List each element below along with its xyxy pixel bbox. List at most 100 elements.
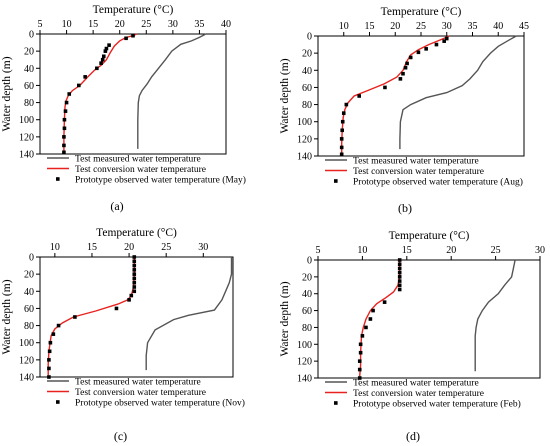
y-tick-label: 0 (307, 256, 312, 267)
y-tick-label: 40 (24, 287, 34, 298)
x-axis-label: Temperature (°C) (381, 6, 462, 18)
measured-temperature-line (474, 259, 516, 372)
observed-temperature-point (397, 283, 402, 288)
x-tick-label: 40 (493, 21, 503, 32)
observed-temperature-point (47, 349, 52, 354)
x-tick-label: 20 (390, 21, 400, 32)
plot-frame (39, 256, 234, 378)
conversion-temperature-line (63, 33, 137, 153)
observed-temperature-point (358, 342, 363, 347)
observed-temperature-point (132, 285, 137, 289)
x-tick-label: 40 (221, 19, 231, 30)
legend-label: Prototype observed water temperature (No… (75, 398, 245, 409)
observed-temperature-point (132, 289, 137, 294)
observed-temperature-point (47, 358, 51, 362)
observed-temperature-point (340, 119, 345, 124)
chart-panel-b: 10 15 20 25 30 35 40 45 Temperature (°C) 0 20 40 60 8… (279, 6, 529, 215)
observed-temperature-point (403, 65, 408, 70)
observed-temperature-point (47, 375, 51, 379)
observed-temperature-point (382, 300, 387, 304)
observed-temperature-point (444, 36, 449, 41)
y-axis-label: Water depth (m) (1, 279, 13, 354)
legend-swatch (56, 177, 60, 181)
legend-label: Test conversion water temperature (75, 388, 206, 398)
observed-temperature-point (364, 325, 368, 330)
observed-temperature-point (357, 94, 361, 98)
legend-swatch (56, 400, 60, 404)
observed-temperature-point (405, 61, 409, 66)
y-axis-label: Water depth (m) (1, 56, 13, 131)
x-tick-label: 30 (198, 242, 208, 253)
y-tick-label: 60 (302, 306, 312, 317)
x-axis-label: Temperature (°C) (96, 227, 177, 239)
observed-temperature-point (358, 350, 363, 355)
observed-temperature-point (114, 306, 119, 311)
observed-temperature-point (434, 42, 439, 47)
observed-temperature-point (62, 126, 67, 131)
y-tick-label: 60 (302, 83, 312, 94)
observed-temperature-point (368, 317, 373, 321)
y-tick-label: 100 (19, 115, 34, 126)
observed-temperature-point (357, 367, 362, 372)
observed-temperature-point (100, 57, 105, 62)
legend-label: Prototype observed water temperature (Au… (353, 177, 523, 188)
legend-swatch (334, 401, 338, 405)
y-tick-label: 120 (297, 134, 312, 145)
observed-temperature-point (339, 152, 344, 157)
observed-temperature-point (62, 117, 67, 122)
observed-temperature-point (344, 102, 349, 107)
x-axis-label: Temperature (°C) (93, 4, 174, 16)
observed-temperature-point (397, 279, 402, 283)
y-tick-label: 0 (29, 253, 34, 264)
x-tick-label: 45 (519, 21, 529, 32)
y-tick-label: 40 (302, 66, 312, 77)
observed-temperature-point (64, 100, 69, 105)
y-tick-label: 100 (297, 117, 312, 128)
observed-temperature-point (56, 323, 61, 328)
y-tick-label: 80 (302, 323, 312, 334)
observed-temperature-point (132, 280, 137, 285)
x-tick-label: 30 (535, 245, 545, 256)
observed-temperature-point (124, 36, 128, 41)
y-tick-label: 20 (24, 270, 34, 281)
observed-temperature-point (357, 376, 362, 380)
observed-temperature-point (62, 135, 66, 139)
x-tick-label: 20 (446, 245, 456, 256)
observed-temperature-point (104, 46, 109, 51)
observed-temperature-point (341, 111, 346, 115)
x-tick-label: 15 (365, 21, 375, 32)
plot-frame (317, 259, 541, 379)
observed-temperature-point (424, 47, 428, 51)
observed-temperature-point (132, 272, 137, 276)
y-tick-label: 120 (19, 132, 34, 143)
observed-temperature-point (132, 276, 137, 281)
panel-label: (c) (114, 429, 127, 443)
y-tick-label: 0 (29, 30, 34, 41)
observed-temperature-point (132, 263, 137, 268)
x-tick-label: 15 (88, 19, 98, 30)
observed-temperature-point (397, 266, 402, 271)
legend-label: Test measured water temperature (75, 155, 201, 165)
measured-temperature-line (137, 33, 207, 149)
legend-swatch (334, 179, 338, 183)
legend-label: Test measured water temperature (353, 379, 479, 389)
conversion-temperature-line (47, 257, 135, 376)
observed-temperature-point (62, 143, 66, 148)
legend-label: Test conversion water temperature (75, 165, 206, 175)
x-tick-label: 10 (50, 242, 60, 253)
y-tick-label: 100 (297, 340, 312, 351)
y-tick-label: 100 (19, 338, 34, 349)
y-tick-label: 40 (24, 64, 34, 75)
observed-temperature-point (103, 49, 108, 53)
y-tick-label: 20 (302, 49, 312, 60)
observed-temperature-point (357, 359, 362, 363)
legend-label: Test conversion water temperature (353, 389, 484, 399)
observed-temperature-point (397, 270, 402, 275)
plot-frame (317, 35, 525, 157)
x-tick-label: 5 (38, 19, 43, 30)
panel-label: (d) (406, 429, 420, 443)
y-tick-label: 60 (24, 304, 34, 315)
observed-temperature-point (383, 85, 387, 90)
observed-temperature-point (371, 308, 375, 313)
